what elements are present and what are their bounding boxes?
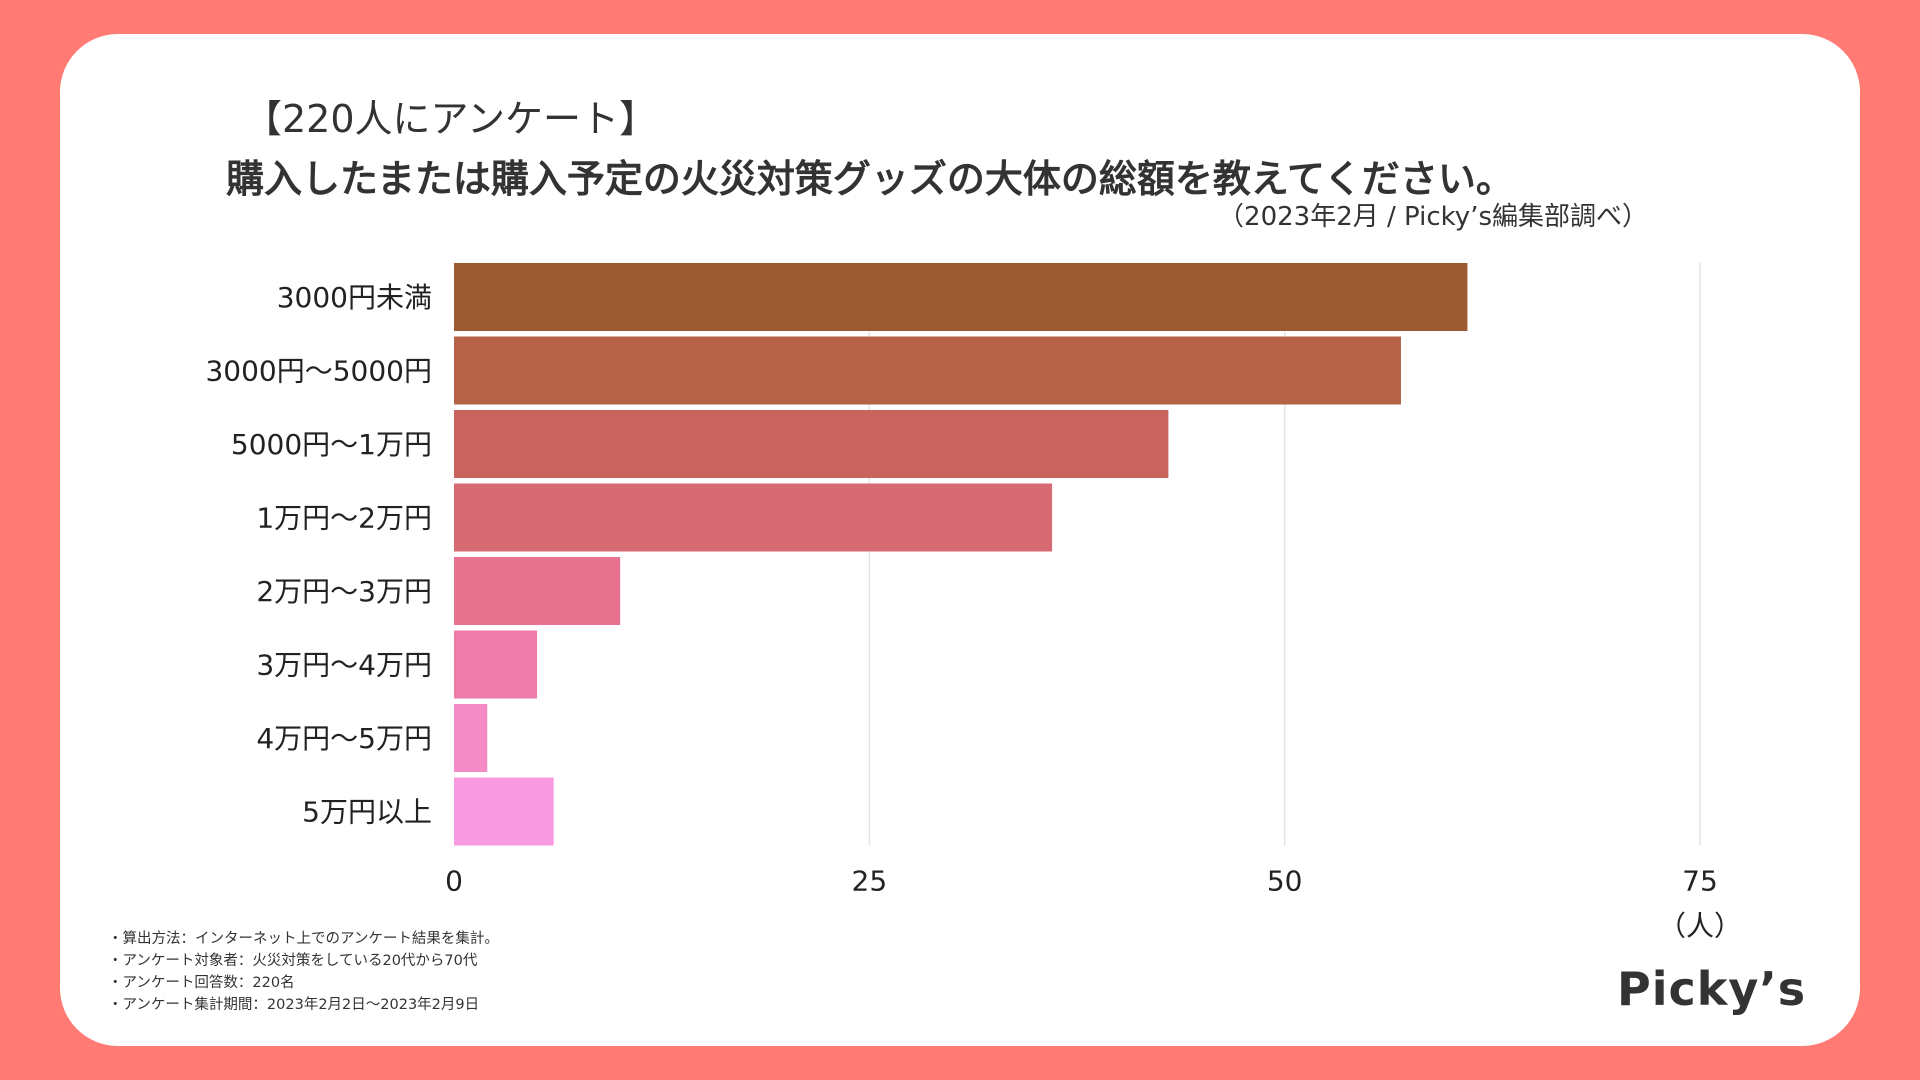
category-label-3: 1万円〜2万円	[256, 502, 432, 535]
category-label-7: 5万円以上	[302, 796, 432, 829]
bar-6	[454, 704, 488, 772]
category-label-4: 2万円〜3万円	[256, 575, 432, 608]
bar-2	[454, 410, 1169, 478]
survey-notes: 算出方法：インターネット上でのアンケート結果を集計。 アンケート対象者：火災対策…	[108, 928, 499, 1016]
chart-title-line-2: 購入したまたは購入予定の火災対策グッズの大体の総額を教えてください。	[226, 157, 1514, 201]
bar-1	[454, 336, 1401, 405]
note-count: アンケート回答数：220名	[108, 972, 499, 994]
x-tick-label-75: 75	[1682, 865, 1718, 898]
note-period: アンケート集計期間：2023年2月2日〜2023年2月9日	[108, 994, 499, 1016]
note-target: アンケート対象者：火災対策をしている20代から70代	[108, 950, 499, 972]
x-tick-label-50: 50	[1267, 865, 1303, 898]
category-label-1: 3000円〜5000円	[205, 355, 432, 388]
chart-source: （2023年2月 / Picky’s編集部調べ）	[1218, 202, 1648, 232]
category-label-6: 4万円〜5万円	[256, 722, 432, 755]
chart-title-line-1: 【220人にアンケート】	[244, 97, 658, 141]
bar-0	[454, 263, 1468, 331]
bar-3	[454, 483, 1053, 552]
x-tick-label-0: 0	[445, 865, 463, 898]
category-label-0: 3000円未満	[277, 281, 432, 314]
category-label-2: 5000円〜1万円	[231, 428, 432, 461]
note-method: 算出方法：インターネット上でのアンケート結果を集計。	[108, 928, 499, 950]
bar-4	[454, 557, 621, 625]
bar-5	[454, 630, 538, 699]
x-tick-label-25: 25	[852, 865, 888, 898]
category-label-5: 3万円〜4万円	[256, 649, 432, 682]
x-unit-label: （人）	[1658, 910, 1742, 943]
pickys-logo: Picky’s	[1617, 962, 1807, 1016]
bar-7	[454, 777, 554, 846]
